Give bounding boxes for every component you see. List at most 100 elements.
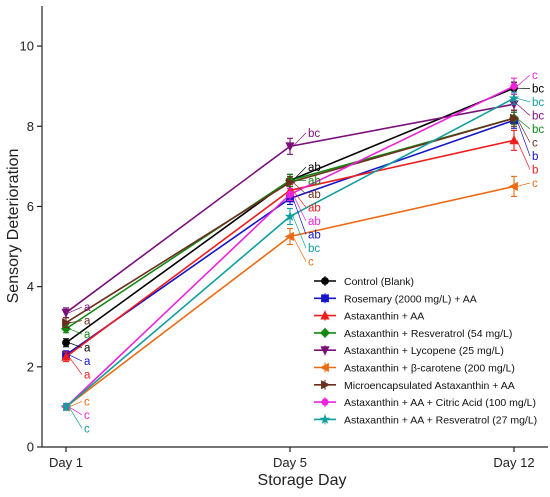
significance-letter: ab [308, 189, 321, 201]
letter-leader [68, 406, 83, 429]
significance-letter: c [532, 178, 538, 190]
letter-leader [292, 194, 307, 222]
legend-label: Control (Blank) [344, 276, 414, 288]
legend-label: Astaxanthin + Lycopene (25 mg/L) [344, 345, 504, 357]
letter-leader [516, 120, 531, 157]
significance-letter: a [84, 329, 91, 341]
legend-label: Astaxanthin + AA [344, 311, 424, 323]
letter-leader [292, 132, 307, 147]
significance-letter: ab [308, 229, 321, 241]
significance-letter: bc [308, 243, 320, 255]
significance-letter: c [84, 410, 90, 422]
axes [41, 6, 548, 448]
x-tick-label: Day 12 [493, 455, 534, 470]
legend-label: Astaxanthin + Resveratrol (54 mg/L) [344, 328, 512, 340]
letter-leader [516, 117, 531, 130]
y-tick-label: 8 [27, 119, 34, 134]
series-9 [60, 91, 520, 412]
legend-label: Microencapsulated Astaxanthin + AA [344, 380, 515, 392]
letter-leader [68, 306, 83, 314]
data-point [60, 401, 72, 412]
letter-leader [68, 320, 83, 324]
series-8 [62, 77, 518, 411]
letter-leader [292, 182, 307, 195]
x-tick-label: Day 5 [273, 455, 307, 470]
series-layer [60, 77, 520, 412]
data-point [284, 231, 294, 242]
y-tick-label: 2 [27, 359, 34, 374]
data-point [286, 177, 296, 187]
series-7 [62, 109, 520, 329]
significance-letter: c [308, 256, 314, 268]
data-point [508, 92, 520, 103]
letter-leader [292, 198, 307, 235]
legend-marker [320, 310, 330, 320]
letter-leader [516, 140, 531, 170]
significance-letter: c [532, 137, 538, 149]
significance-letter: bc [532, 97, 544, 109]
letter-leader [68, 328, 83, 335]
significance-letter: bc [532, 124, 544, 136]
data-point [61, 308, 71, 318]
significance-letter: ab [308, 202, 321, 214]
legend-marker [321, 294, 329, 303]
data-point [61, 351, 71, 361]
letter-leader [292, 236, 307, 262]
legend-marker [321, 398, 329, 406]
legend-label: Astaxanthin + AA + Resveratrol (27 mg/L) [344, 414, 537, 426]
data-point [286, 191, 294, 198]
letter-leader [516, 74, 531, 87]
legend-marker [320, 346, 330, 356]
significance-letter: ab [308, 162, 321, 174]
significance-letter: a [84, 316, 91, 328]
significance-letter: c [532, 70, 538, 82]
significance-letter: ab [308, 175, 321, 187]
y-tick-label: 4 [27, 279, 34, 294]
y-axis-title: Sensory Deterioration [5, 149, 22, 304]
data-point [62, 338, 70, 347]
significance-letter: bc [532, 83, 544, 95]
legend-marker [319, 413, 331, 424]
letter-leader [516, 118, 531, 143]
significance-letter: a [84, 302, 91, 314]
legend-marker [319, 327, 331, 338]
letter-leader [68, 342, 83, 348]
letter-leader [68, 406, 83, 416]
letter-leader [68, 354, 83, 362]
x-axis-title: Storage Day [258, 472, 347, 489]
x-tick-label: Day 1 [49, 455, 83, 470]
legend-label: Rosemary (2000 mg/L) + AA [344, 293, 477, 305]
significance-letter: c [84, 423, 90, 435]
letter-leader [292, 216, 307, 249]
significance-letter: b [532, 151, 538, 163]
legend-marker [319, 362, 329, 373]
letter-leader [68, 356, 83, 375]
y-tick-label: 0 [27, 440, 34, 455]
data-point [510, 113, 520, 123]
letter-leader [292, 190, 307, 208]
x-ticks: Day 1 Day 5 Day 12 [49, 447, 535, 470]
significance-letter: bc [532, 110, 544, 122]
significance-letter: a [84, 343, 91, 355]
legend-label: Astaxanthin + AA + Citric Acid (100 mg/L… [344, 397, 536, 409]
letter-leader [292, 166, 307, 181]
data-point [509, 135, 519, 145]
legend: Control (Blank) Rosemary (2000 mg/L) + AA… [310, 268, 546, 428]
data-point [284, 210, 296, 221]
legend-box [310, 268, 546, 428]
significance-letter: a [84, 356, 91, 368]
letter-leader [516, 97, 531, 103]
legend-marker [321, 277, 329, 285]
y-tick-label: 10 [20, 39, 34, 54]
significance-letter: a [84, 370, 91, 382]
significance-letter: c [84, 396, 90, 408]
letter-leader [516, 182, 531, 187]
y-ticks: 0 2 4 6 8 10 [20, 39, 42, 455]
significance-letter: ab [308, 216, 321, 228]
legend-marker [321, 380, 331, 390]
significance-letter: bc [308, 128, 320, 140]
significance-letter: b [532, 164, 538, 176]
letter-leader [68, 400, 83, 408]
